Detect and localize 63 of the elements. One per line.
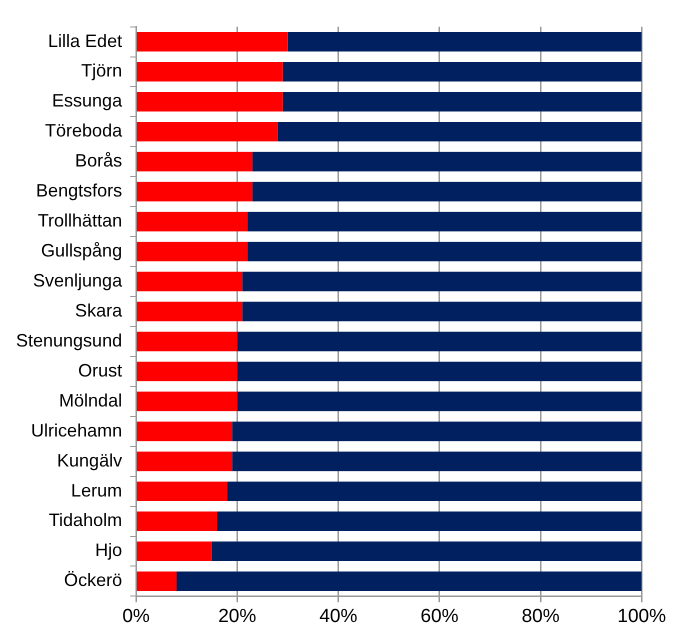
bar — [136, 542, 212, 561]
y-tick-label: Lerum — [71, 480, 122, 500]
y-tick-label: Ulricehamn — [31, 420, 122, 440]
x-tick-label: 80% — [522, 606, 560, 627]
y-tick-label: Tjörn — [81, 60, 122, 81]
bar — [136, 122, 278, 142]
bar — [282, 92, 642, 112]
y-tick-label: Öckerö — [64, 570, 122, 590]
bar — [216, 512, 642, 532]
y-tick-label: Essunga — [52, 90, 124, 111]
bar — [252, 152, 642, 172]
y-tick-label: Trollhättan — [38, 210, 122, 231]
y-tick-label: Tidaholm — [48, 510, 122, 530]
bar — [232, 422, 642, 442]
y-tick-label: Svenljunga — [33, 270, 124, 290]
bar — [252, 182, 642, 202]
x-tick-label: 20% — [218, 606, 256, 627]
bar — [136, 482, 228, 502]
bar — [136, 332, 238, 352]
bar — [136, 182, 252, 202]
bar — [136, 62, 283, 82]
bar — [237, 392, 642, 412]
bar — [212, 542, 642, 561]
x-tick-label: 40% — [319, 606, 358, 627]
y-tick-label: Borås — [75, 150, 122, 171]
x-tick-label: 0% — [122, 606, 150, 627]
bar — [282, 62, 642, 82]
bar — [237, 332, 642, 352]
y-tick-label: Kungälv — [57, 450, 122, 470]
bar — [237, 362, 642, 382]
bar — [242, 302, 642, 322]
y-tick-label: Bengtsfors — [36, 180, 122, 201]
bar — [136, 212, 248, 232]
y-tick-label: Hjo — [95, 540, 122, 560]
x-tick-label: 100% — [617, 606, 666, 627]
bar — [136, 422, 232, 442]
y-tick-label: Lilla Edet — [48, 30, 122, 51]
y-tick-label: Gullspång — [41, 240, 122, 261]
bar — [136, 452, 232, 472]
y-tick-label: Stenungsund — [16, 330, 122, 350]
y-tick-label: Skara — [75, 300, 124, 320]
x-tick-label: 60% — [420, 606, 459, 627]
bar — [136, 362, 238, 382]
bar — [136, 92, 283, 112]
bar — [136, 392, 238, 412]
bar — [232, 452, 642, 472]
bar — [288, 32, 642, 52]
bar — [136, 152, 252, 172]
y-tick-label: Mölndal — [59, 390, 122, 410]
y-tick-label: Orust — [78, 360, 122, 380]
bar — [227, 482, 642, 502]
bar — [136, 32, 288, 52]
bar — [278, 122, 642, 142]
bar — [136, 512, 217, 532]
bar — [247, 242, 642, 262]
bar — [247, 212, 642, 232]
bar — [136, 302, 242, 322]
bar — [242, 272, 642, 292]
bar — [136, 571, 177, 591]
bar — [136, 272, 242, 292]
bar — [176, 571, 642, 591]
bar — [136, 242, 248, 262]
y-tick-label: Töreboda — [45, 120, 124, 141]
